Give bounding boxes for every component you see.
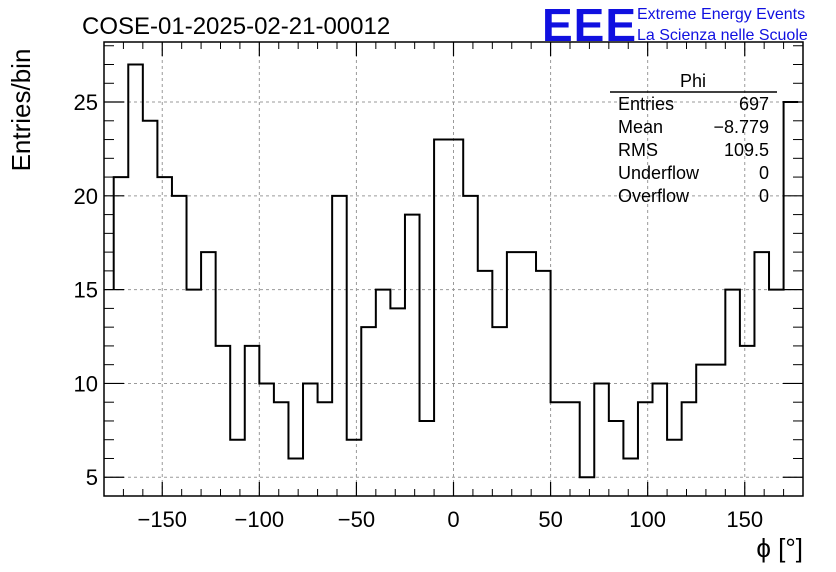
histogram-bin [405,215,420,496]
stats-box-name: Phi [680,71,706,91]
stats-value-mean: −8.779 [713,117,769,137]
histogram-bin [201,252,216,496]
histogram-bin [754,252,769,496]
histogram-bin [507,252,522,496]
stats-value-overflow: 0 [759,186,769,206]
histogram-bin [580,477,595,496]
histogram-bin [420,421,435,496]
histogram-bin [114,177,129,496]
x-axis-title: ϕ [°] [756,533,803,563]
histogram-bin [609,421,624,496]
x-tick-label: 0 [447,507,459,532]
histogram-bin [434,140,449,496]
stats-box: Phi Entries 697 Mean −8.779 RMS 109.5 Un… [610,71,777,206]
stats-label-mean: Mean [618,117,663,137]
histogram-bin [769,290,784,496]
histogram-bin [565,402,580,496]
histogram-bin [536,271,551,496]
chart-title: COSE-01-2025-02-21-00012 [82,13,390,40]
histogram-bin [551,402,566,496]
y-tick-label: 25 [74,90,98,115]
histogram-bin [245,346,260,496]
histogram-bin [361,327,376,496]
histogram-bin [463,196,478,496]
histogram-bin [318,402,333,496]
stats-label-overflow: Overflow [618,186,690,206]
histogram-bin [216,346,231,496]
logo-line-2: La Scienza nelle Scuole [637,27,808,44]
y-tick-label: 10 [74,371,98,396]
histogram-bin [682,402,697,496]
histogram-outline [112,63,799,479]
grid-layer [104,42,803,496]
stats-label-underflow: Underflow [618,163,700,183]
histogram-bin [259,383,274,496]
histogram-bin [230,440,245,496]
eee-logo: EEE [542,0,637,51]
histogram-bin [143,121,158,496]
y-tick-label: 20 [74,184,98,209]
stats-label-entries: Entries [618,94,674,114]
histogram-bin [157,177,172,496]
ticks-layer [104,42,803,497]
histogram-bin [376,290,391,496]
histogram-bin [696,365,711,496]
histogram-bin [740,346,755,496]
y-tick-label: 5 [86,465,98,490]
x-tick-label: 100 [629,507,666,532]
histogram-bin [187,290,202,496]
histogram-bin [521,252,536,496]
histogram-bin [449,140,464,496]
histogram-bin [332,196,347,496]
stats-value-rms: 109.5 [724,140,769,160]
histogram-bin [303,383,318,496]
plot-frame [103,41,804,497]
histogram-bin [711,365,726,496]
stats-value-entries: 697 [739,94,769,114]
histogram-bin [288,458,303,496]
x-tick-label: −100 [235,507,285,532]
histogram-bin [274,402,289,496]
logo-line-1: Extreme Energy Events [637,6,805,23]
histogram-bin [390,308,405,496]
stats-value-underflow: 0 [759,163,769,183]
histogram-bin [478,271,493,496]
histogram-bin [172,196,187,496]
histogram-bin [653,383,668,496]
y-tick-label: 15 [74,278,98,303]
histogram-bin [638,402,653,496]
stats-label-rms: RMS [618,140,658,160]
histogram-bin [784,102,799,496]
histogram-bin [623,458,638,496]
histogram-bin [594,383,609,496]
x-tick-label: 50 [538,507,562,532]
x-tick-label: 150 [726,507,763,532]
x-tick-label: −50 [338,507,375,532]
histogram-bin [128,65,143,496]
tick-labels-layer: −150 −100 −50 0 50 100 150 5 10 15 20 25 [74,90,764,532]
histogram-bin [492,327,507,496]
histogram-bin [667,440,682,496]
x-tick-label: −150 [137,507,187,532]
y-axis-title: Entries/bin [6,49,36,172]
histogram-bin [347,440,362,496]
histogram-bin [725,290,740,496]
